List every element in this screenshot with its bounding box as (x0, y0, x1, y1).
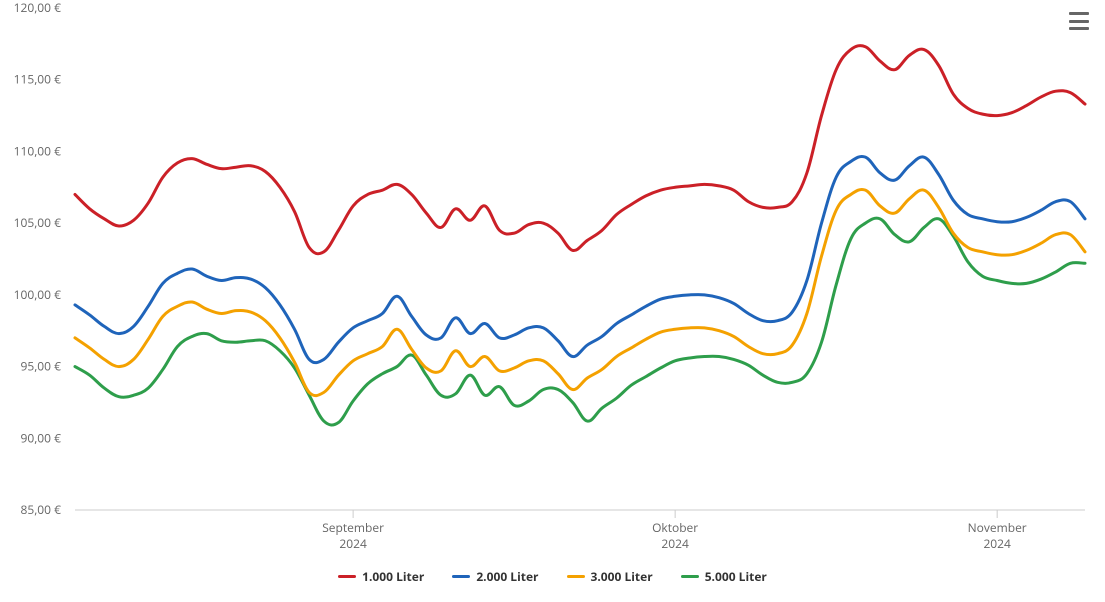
legend-item[interactable]: 3.000 Liter (567, 568, 653, 585)
svg-text:100,00 €: 100,00 € (14, 286, 62, 303)
legend-label: 1.000 Liter (362, 568, 424, 585)
svg-text:85,00 €: 85,00 € (20, 501, 61, 518)
legend-label: 3.000 Liter (591, 568, 653, 585)
series-line-s2000 (75, 156, 1085, 362)
svg-text:95,00 €: 95,00 € (20, 358, 61, 375)
chart-legend: 1.000 Liter 2.000 Liter 3.000 Liter 5.00… (0, 565, 1105, 585)
y-tick-label: 110,00 € (14, 142, 62, 159)
svg-text:2024: 2024 (983, 535, 1011, 552)
svg-text:2024: 2024 (339, 535, 367, 552)
chart-svg: 85,00 € 90,00 € 95,00 € 100,00 € 105,00 € 110… (0, 0, 1105, 602)
legend-item[interactable]: 1.000 Liter (338, 568, 424, 585)
y-tick-label: 105,00 € (14, 214, 62, 231)
price-chart: 85,00 € 90,00 € 95,00 € 100,00 € 105,00 € 110… (0, 0, 1105, 602)
svg-text:Oktober: Oktober (652, 519, 698, 536)
legend-swatch (452, 575, 470, 578)
svg-text:110,00 €: 110,00 € (14, 142, 62, 159)
series-line-s1000 (75, 46, 1085, 254)
legend-swatch (681, 575, 699, 578)
svg-text:105,00 €: 105,00 € (14, 214, 62, 231)
svg-text:2024: 2024 (661, 535, 689, 552)
legend-swatch (567, 575, 585, 578)
y-tick-label: 115,00 € (14, 71, 62, 88)
y-tick-label: 100,00 € (14, 286, 62, 303)
x-tick-label: September 2024 (322, 519, 384, 552)
x-tick-label: Oktober 2024 (652, 519, 698, 552)
svg-text:90,00 €: 90,00 € (20, 429, 61, 446)
svg-text:September: September (322, 519, 384, 536)
legend-swatch (338, 575, 356, 578)
legend-item[interactable]: 5.000 Liter (681, 568, 767, 585)
svg-text:115,00 €: 115,00 € (14, 71, 62, 88)
y-tick-label: 120,00 € (14, 0, 62, 16)
svg-text:November: November (968, 519, 1027, 536)
y-tick-label: 95,00 € (20, 358, 61, 375)
legend-item[interactable]: 2.000 Liter (452, 568, 538, 585)
legend-label: 2.000 Liter (476, 568, 538, 585)
svg-text:120,00 €: 120,00 € (14, 0, 62, 16)
y-tick-label: 85,00 € (20, 501, 61, 518)
x-tick-label: November 2024 (968, 519, 1027, 552)
legend-label: 5.000 Liter (705, 568, 767, 585)
y-tick-label: 90,00 € (20, 429, 61, 446)
